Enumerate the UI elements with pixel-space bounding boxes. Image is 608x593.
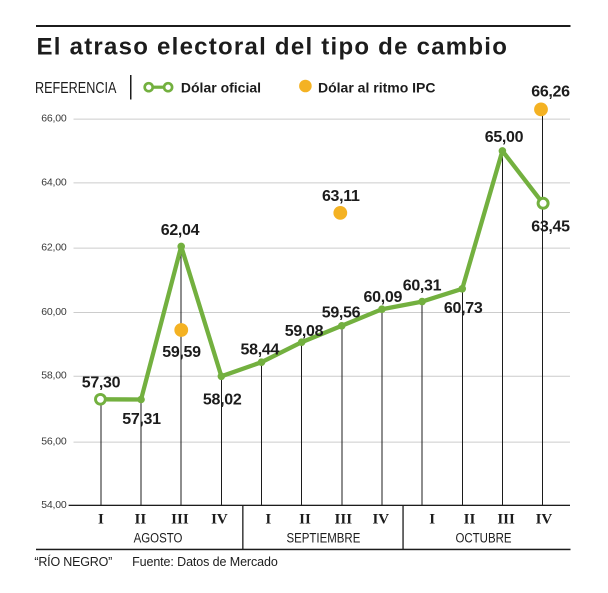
svg-text:II: II — [464, 512, 476, 528]
svg-text:I: I — [429, 512, 435, 528]
svg-text:II: II — [299, 512, 311, 528]
svg-text:58,02: 58,02 — [203, 391, 242, 408]
svg-text:60,09: 60,09 — [364, 289, 403, 306]
svg-text:OCTUBRE: OCTUBRE — [455, 531, 511, 546]
svg-text:65,00: 65,00 — [485, 129, 524, 146]
svg-text:60,31: 60,31 — [403, 278, 442, 295]
svg-text:El atraso electoral del tipo d: El atraso electoral del tipo de cambio — [37, 34, 509, 61]
svg-text:62,00: 62,00 — [41, 242, 67, 254]
svg-text:Fuente: Datos de Mercado: Fuente: Datos de Mercado — [132, 555, 278, 569]
svg-text:63,45: 63,45 — [531, 219, 570, 236]
svg-text:58,00: 58,00 — [41, 370, 67, 382]
svg-text:I: I — [98, 512, 104, 528]
svg-text:“RÍO NEGRO”: “RÍO NEGRO” — [34, 554, 112, 569]
svg-text:Dólar al ritmo IPC: Dólar al ritmo IPC — [318, 80, 435, 96]
svg-text:59,56: 59,56 — [322, 304, 361, 321]
svg-text:57,31: 57,31 — [122, 411, 161, 428]
svg-text:63,11: 63,11 — [322, 188, 360, 205]
svg-text:62,04: 62,04 — [161, 222, 200, 239]
svg-text:66,00: 66,00 — [41, 113, 67, 125]
svg-text:III: III — [497, 512, 515, 528]
svg-text:AGOSTO: AGOSTO — [134, 531, 183, 546]
svg-text:SEPTIEMBRE: SEPTIEMBRE — [286, 531, 360, 546]
svg-text:64,00: 64,00 — [41, 176, 67, 188]
svg-text:59,59: 59,59 — [162, 344, 201, 361]
svg-text:54,00: 54,00 — [41, 499, 67, 511]
svg-text:II: II — [135, 512, 147, 528]
svg-text:IV: IV — [211, 512, 228, 528]
svg-text:III: III — [171, 512, 189, 528]
svg-text:Dólar oficial: Dólar oficial — [181, 80, 261, 96]
svg-text:III: III — [335, 512, 353, 528]
svg-text:56,00: 56,00 — [41, 436, 67, 448]
svg-text:IV: IV — [372, 512, 389, 528]
svg-text:60,00: 60,00 — [41, 306, 67, 318]
svg-text:I: I — [265, 512, 271, 528]
svg-text:IV: IV — [536, 512, 553, 528]
svg-text:66,26: 66,26 — [531, 84, 570, 101]
svg-text:59,08: 59,08 — [285, 323, 324, 340]
svg-text:REFERENCIA: REFERENCIA — [35, 80, 117, 98]
svg-text:58,44: 58,44 — [241, 341, 280, 358]
svg-text:57,30: 57,30 — [82, 374, 121, 391]
svg-text:60,73: 60,73 — [444, 300, 483, 317]
